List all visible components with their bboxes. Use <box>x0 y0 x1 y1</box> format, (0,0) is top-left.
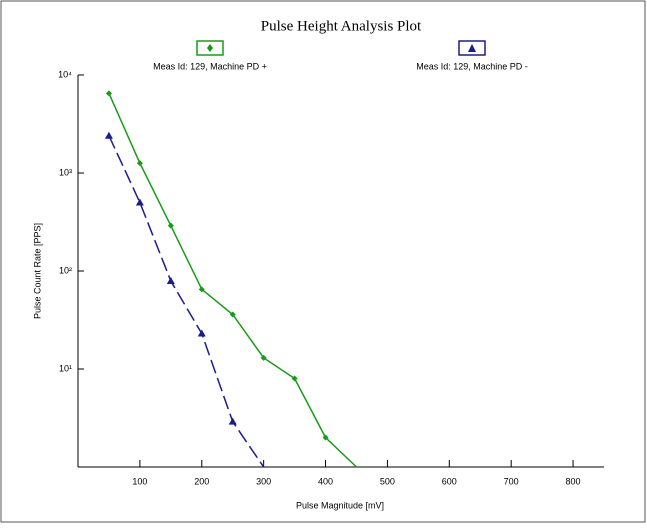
point <box>198 286 205 293</box>
x-tick-label: 300 <box>256 476 271 486</box>
point <box>105 90 112 97</box>
point <box>291 375 298 382</box>
point <box>322 434 329 441</box>
y-tick-label: 10¹ <box>59 363 72 373</box>
x-tick-label: 600 <box>442 476 457 486</box>
y-tick-label: 10² <box>59 265 72 275</box>
point <box>228 417 237 425</box>
x-tick-label: 500 <box>380 476 395 486</box>
y-tick-label: 10⁴ <box>58 69 72 79</box>
point <box>135 198 144 206</box>
legend-marker <box>468 44 476 52</box>
chart-title: Pulse Height Analysis Plot <box>261 18 422 34</box>
point <box>167 222 174 229</box>
y-axis-label: Pulse Count Rate [PPS] <box>32 223 42 319</box>
legend-label: Meas Id: 129, Machine PD - <box>416 61 528 71</box>
x-tick-label: 800 <box>566 476 581 486</box>
point <box>260 354 267 361</box>
point <box>197 329 206 337</box>
point <box>136 160 143 167</box>
point <box>104 131 113 139</box>
x-tick-label: 100 <box>132 476 147 486</box>
x-tick-label: 400 <box>318 476 333 486</box>
point <box>229 311 236 318</box>
x-axis-label: Pulse Magnitude [mV] <box>296 500 384 510</box>
series-line <box>108 135 265 468</box>
legend-marker <box>207 44 213 52</box>
point <box>166 277 175 285</box>
x-tick-label: 200 <box>194 476 209 486</box>
y-tick-label: 10³ <box>59 167 72 177</box>
x-tick-label: 700 <box>504 476 519 486</box>
legend-label: Meas Id: 129, Machine PD + <box>153 61 267 71</box>
